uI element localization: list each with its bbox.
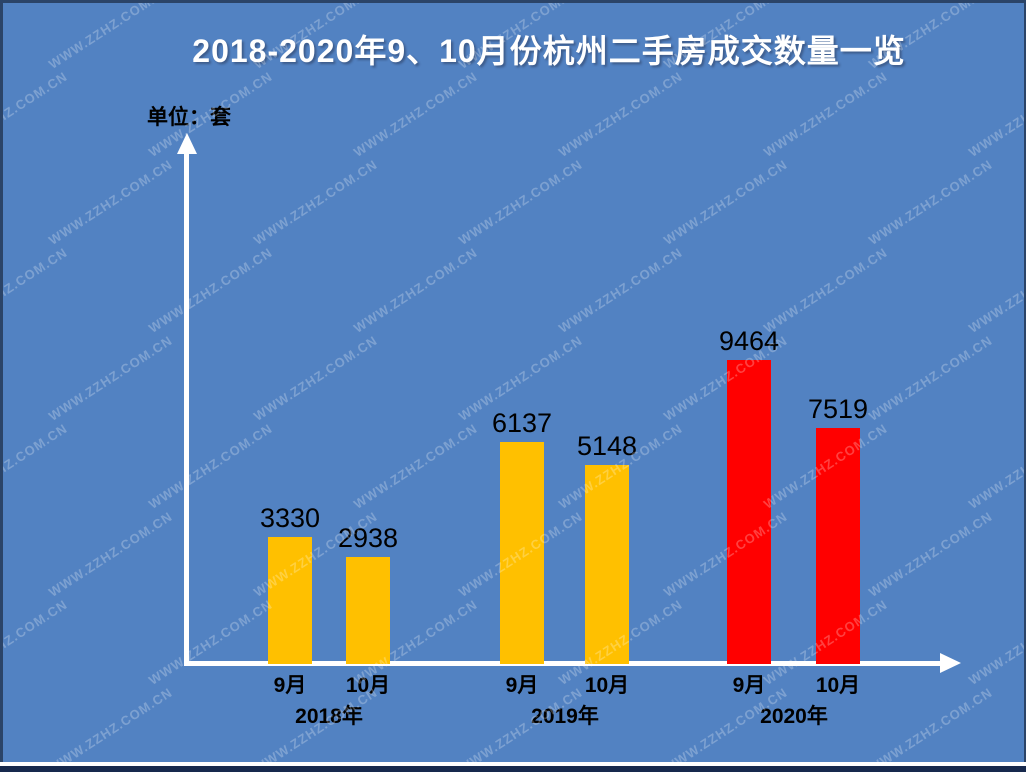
watermark-text: WWW.ZZHZ.COM.CN bbox=[965, 596, 1026, 688]
frame-right-border bbox=[1024, 0, 1026, 772]
watermark-text: WWW.ZZHZ.COM.CN bbox=[0, 420, 71, 512]
year-label: 2019年 bbox=[531, 705, 599, 728]
watermark-text: WWW.ZZHZ.COM.CN bbox=[965, 420, 1026, 512]
frame-top-border bbox=[0, 0, 1026, 3]
frame-left-border bbox=[0, 0, 3, 772]
watermark-text: WWW.ZZHZ.COM.CN bbox=[0, 244, 71, 336]
bar-3 bbox=[500, 442, 544, 664]
bar-5 bbox=[727, 360, 771, 664]
watermark-text: WWW.ZZHZ.COM.CN bbox=[145, 420, 276, 512]
year-label: 2018年 bbox=[295, 705, 363, 728]
month-label: 10月 bbox=[815, 674, 861, 697]
watermark-text: WWW.ZZHZ.COM.CN bbox=[555, 68, 686, 160]
watermark-text: WWW.ZZHZ.COM.CN bbox=[865, 156, 996, 248]
watermark-text: WWW.ZZHZ.COM.CN bbox=[455, 156, 586, 248]
bar-4 bbox=[585, 465, 629, 664]
watermark-text: WWW.ZZHZ.COM.CN bbox=[250, 156, 381, 248]
watermark-text: WWW.ZZHZ.COM.CN bbox=[45, 684, 176, 772]
watermark-text: WWW.ZZHZ.COM.CN bbox=[660, 156, 791, 248]
watermark-text: WWW.ZZHZ.COM.CN bbox=[145, 244, 276, 336]
month-label: 10月 bbox=[345, 674, 391, 697]
watermark-text: WWW.ZZHZ.COM.CN bbox=[250, 332, 381, 424]
bar-value-label: 3330 bbox=[259, 503, 321, 533]
frame-bottom-border bbox=[0, 766, 1026, 772]
month-label: 10月 bbox=[584, 674, 630, 697]
y-axis-arrowhead-icon bbox=[177, 133, 197, 154]
watermark-text: WWW.ZZHZ.COM.CN bbox=[350, 244, 481, 336]
bar-6 bbox=[816, 428, 860, 664]
chart-title: 2018-2020年9、10月份杭州二手房成交数量一览 bbox=[192, 33, 906, 69]
year-label: 2020年 bbox=[760, 705, 828, 728]
watermark-text: WWW.ZZHZ.COM.CN bbox=[760, 244, 891, 336]
watermark-text: WWW.ZZHZ.COM.CN bbox=[350, 68, 481, 160]
bar-2 bbox=[346, 557, 390, 664]
watermark-text: WWW.ZZHZ.COM.CN bbox=[0, 596, 71, 688]
bar-value-label: 9464 bbox=[718, 326, 780, 356]
watermark-text: WWW.ZZHZ.COM.CN bbox=[45, 332, 176, 424]
bar-value-label: 2938 bbox=[337, 523, 399, 553]
watermark-text: WWW.ZZHZ.COM.CN bbox=[760, 68, 891, 160]
unit-label: 单位：套 bbox=[147, 106, 231, 129]
watermark-text: WWW.ZZHZ.COM.CN bbox=[965, 244, 1026, 336]
y-axis-line bbox=[184, 152, 189, 664]
watermark-text: WWW.ZZHZ.COM.CN bbox=[45, 156, 176, 248]
watermark-text: WWW.ZZHZ.COM.CN bbox=[865, 508, 996, 600]
bar-1 bbox=[268, 537, 312, 664]
bar-value-label: 5148 bbox=[576, 431, 638, 461]
watermark-text: WWW.ZZHZ.COM.CN bbox=[0, 68, 71, 160]
x-axis-line bbox=[184, 661, 942, 666]
bar-value-label: 6137 bbox=[491, 408, 553, 438]
bottom-divider-line bbox=[0, 762, 1026, 766]
watermark-text: WWW.ZZHZ.COM.CN bbox=[45, 508, 176, 600]
watermark-text: WWW.ZZHZ.COM.CN bbox=[555, 244, 686, 336]
watermark-text: WWW.ZZHZ.COM.CN bbox=[965, 68, 1026, 160]
month-label: 9月 bbox=[732, 674, 766, 697]
month-label: 9月 bbox=[273, 674, 307, 697]
x-axis-arrowhead-icon bbox=[940, 653, 961, 673]
bar-value-label: 7519 bbox=[807, 394, 869, 424]
month-label: 9月 bbox=[505, 674, 539, 697]
